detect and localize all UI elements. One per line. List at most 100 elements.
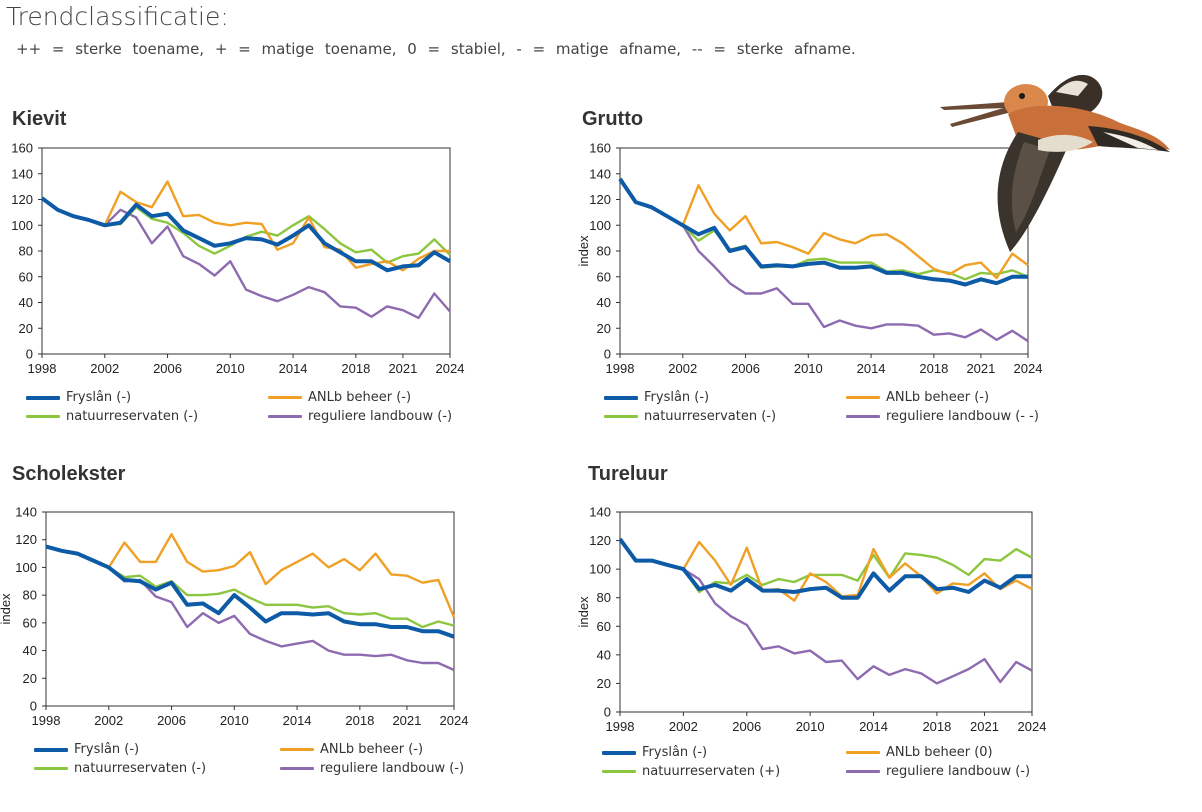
x-tick-label: 2010 [796,719,825,734]
legend-item-anlb: ANLb beheer (-) [268,390,411,405]
legend-swatch [34,767,68,770]
legend-label: reguliere landbouw (-) [886,764,1031,779]
x-tick-label: 2002 [90,361,119,376]
y-tick-label: 140 [589,505,611,520]
x-tick-label: 2006 [153,361,182,376]
y-tick-label: 120 [11,192,33,207]
trend-legend-text: ++ = sterke toename, + = matige toename,… [16,40,856,58]
chart-legend: Fryslân (-) ANLb beheer (-) natuurreservat… [578,390,1048,434]
chart-legend: Fryslân (-) ANLb beheer (-) natuurreservat… [0,390,470,434]
legend-item-fryslan: Fryslân (-) [26,390,131,405]
x-tick-label: 2002 [668,361,697,376]
x-tick-label: 2021 [388,361,417,376]
x-tick-label: 2021 [966,361,995,376]
series-line-fryslan [40,196,451,273]
y-tick-label: 80 [19,244,33,259]
x-tick-label: 1998 [606,719,635,734]
y-tick-label: 60 [19,269,33,284]
legend-label: reguliere landbouw (-) [320,761,465,776]
legend-label: ANLb beheer (0) [886,745,993,760]
x-tick-label: 2006 [157,713,186,728]
y-tick-label: 100 [15,560,37,575]
legend-swatch [34,747,68,752]
y-tick-label: 120 [15,532,37,547]
legend-item-anlb: ANLb beheer (-) [846,390,989,405]
chart-title: Kievit [12,108,67,130]
plot-frame [45,511,455,707]
legend-label: natuurreservaten (-) [74,761,207,776]
legend-item-natuur: natuurreservaten (-) [34,761,206,776]
y-axis-label: index [578,235,591,267]
x-tick-label: 2018 [345,713,374,728]
chart-title: Grutto [582,108,644,130]
y-tick-label: 100 [589,562,611,577]
y-tick-label: 0 [26,347,33,362]
chart-panel-3: Tureluur 0 20 40 60 80 100 120 140 1998 2002 2006 20… [578,455,1048,795]
series-line-anlb [103,180,450,272]
y-tick-label: 0 [604,347,611,362]
legend-label: ANLb beheer (-) [886,390,990,405]
legend-label: natuurreservaten (-) [66,409,199,424]
legend-item-anlb: ANLb beheer (-) [280,742,423,757]
series-line-regulier [103,208,451,320]
x-tick-label: 2014 [279,361,308,376]
x-tick-label: 2010 [794,361,823,376]
series-line-fryslan [618,537,1032,600]
y-tick-label: 100 [11,218,33,233]
plot-frame [619,511,1033,713]
x-tick-label: 2014 [283,713,312,728]
chart-panel-1: Grutto 0 20 40 60 80 100 120 140 160 1998 2002 2006 2… [578,100,1048,440]
legend-label: Fryslân (-) [644,390,710,405]
chart-title: Tureluur [588,463,668,485]
legend-item-natuur: natuurreservaten (+) [602,764,780,779]
legend-label: reguliere landbouw (- -) [886,409,1039,424]
series-line-anlb [681,184,1029,280]
y-tick-label: 140 [11,166,33,181]
legend-item-regulier: reguliere landbouw (-) [846,764,1030,779]
x-tick-label: 2018 [919,361,948,376]
x-tick-label: 1998 [606,361,635,376]
legend-label: ANLb beheer (-) [320,742,424,757]
chart-panel-0: Kievit 0 20 40 60 80 100 120 140 160 1998 2002 2006 2… [0,100,470,440]
x-tick-label: 2010 [220,713,249,728]
x-tick-label: 2002 [94,713,123,728]
legend-swatch [280,748,314,751]
y-tick-label: 40 [597,295,611,310]
legend-item-regulier: reguliere landbouw (- -) [846,409,1039,424]
y-tick-label: 160 [11,141,33,156]
x-tick-label: 2024 [436,361,465,376]
y-tick-label: 60 [23,615,37,630]
legend-swatch [846,396,880,399]
x-tick-label: 2024 [1014,361,1043,376]
legend-label: Fryslân (-) [74,742,140,757]
y-tick-label: 40 [23,643,37,658]
x-tick-label: 2018 [341,361,370,376]
x-tick-label: 2021 [970,719,999,734]
y-tick-label: 0 [30,699,37,714]
legend-swatch [846,751,880,754]
y-tick-label: 60 [597,619,611,634]
legend-item-fryslan: Fryslân (-) [34,742,139,757]
y-tick-label: 160 [589,141,611,156]
legend-swatch [26,395,60,400]
legend-item-fryslan: Fryslân (-) [602,745,707,760]
legend-item-fryslan: Fryslân (-) [604,390,709,405]
legend-swatch [268,415,302,418]
y-axis-label: index [0,593,13,625]
y-tick-label: 140 [15,505,37,520]
legend-label: Fryslân (-) [66,390,132,405]
legend-swatch [846,770,880,773]
series-line-regulier [681,224,1029,343]
legend-label: ANLb beheer (-) [308,390,412,405]
y-tick-label: 120 [589,533,611,548]
legend-swatch [604,395,638,400]
legend-label: Fryslân (-) [642,745,708,760]
y-tick-label: 100 [589,218,611,233]
x-tick-label: 2024 [440,713,469,728]
legend-item-regulier: reguliere landbouw (-) [268,409,452,424]
series-line-regulier [108,566,455,672]
x-tick-label: 2024 [1018,719,1047,734]
y-tick-label: 80 [597,590,611,605]
legend-item-regulier: reguliere landbouw (-) [280,761,464,776]
y-tick-label: 0 [604,705,611,720]
